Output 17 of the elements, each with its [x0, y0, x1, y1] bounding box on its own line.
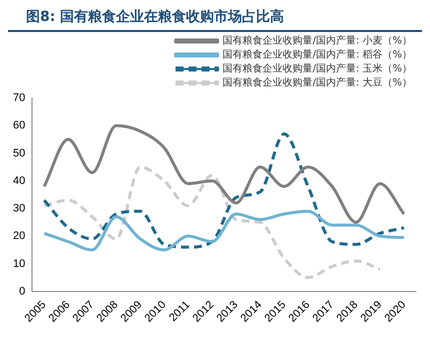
y-tick-label: 20	[12, 230, 26, 242]
legend-label: 国有粮食企业收购量/国内产量: 大豆（%）	[222, 76, 412, 89]
legend-label: 国有粮食企业收购量/国内产量: 稻谷（%）	[222, 48, 412, 61]
legend-label: 国有粮食企业收购量/国内产量: 玉米（%）	[222, 62, 412, 75]
y-tick-label: 40	[12, 174, 26, 187]
line-series	[42, 210, 406, 252]
legend-label: 国有粮食企业收购量/国内产量: 小麦（%）	[222, 34, 412, 47]
y-tick-label: 60	[12, 120, 26, 132]
y-tick-label: 50	[12, 147, 26, 160]
line-series	[42, 166, 382, 280]
y-tick-label: 70	[12, 92, 26, 104]
line-series	[42, 124, 406, 224]
chart-title: 图8: 国有粮食企业在粮食收购市场占比高	[8, 0, 422, 32]
line-series	[42, 132, 406, 249]
y-tick-label: 10	[12, 258, 26, 270]
y-tick-label: 0	[19, 285, 26, 298]
y-tick-label: 30	[12, 202, 26, 215]
